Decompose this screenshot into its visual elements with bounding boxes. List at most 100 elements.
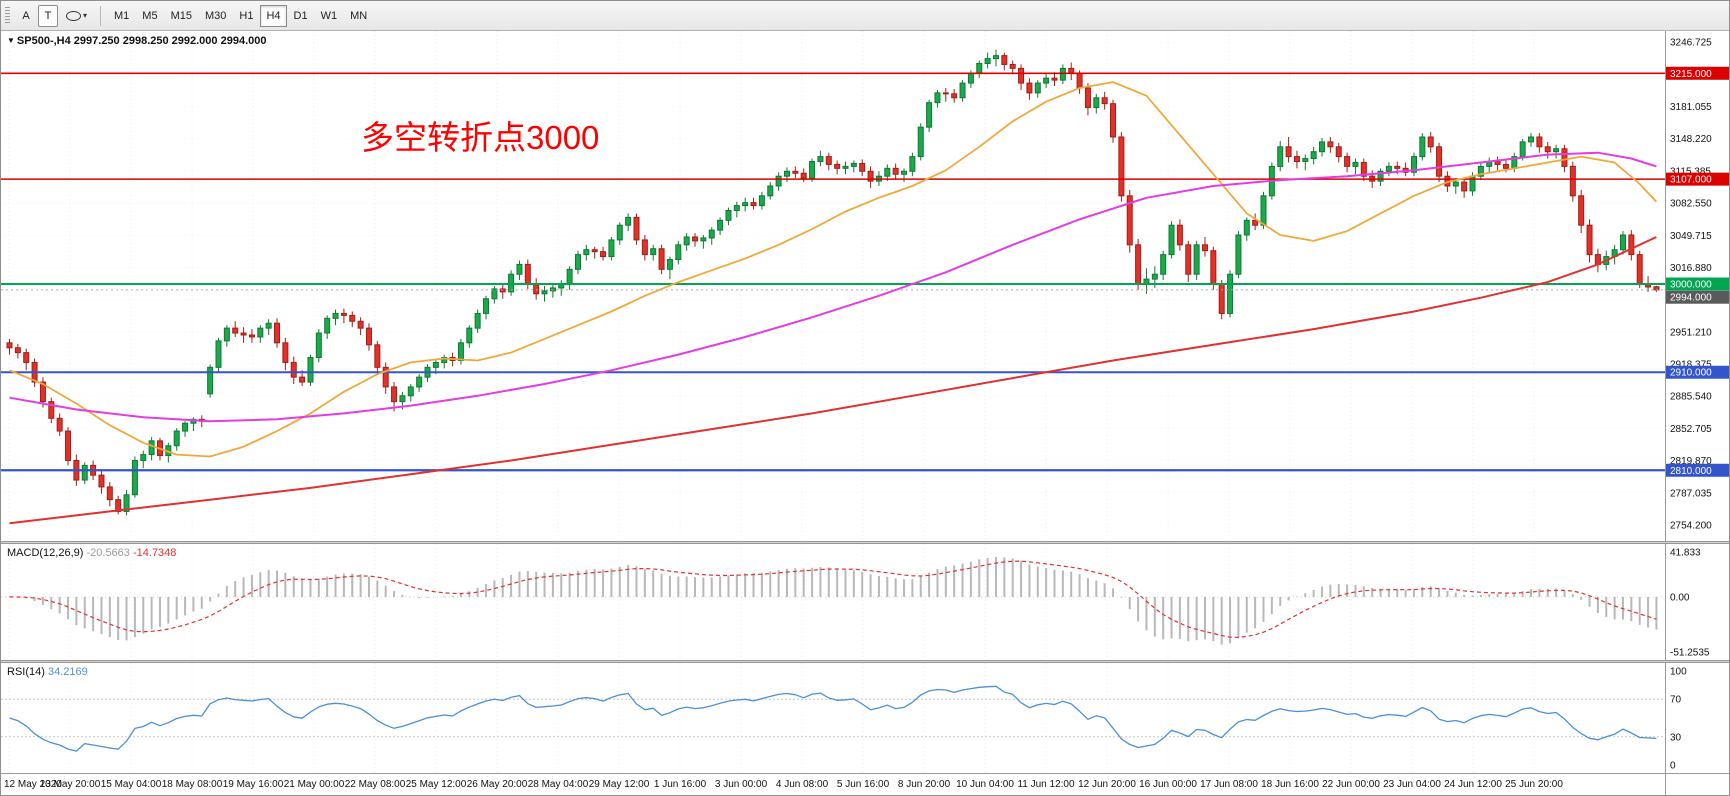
- macd-title: MACD(12,26,9): [7, 547, 84, 559]
- time-axis-label: 26 May 20:00: [466, 779, 528, 790]
- time-axis-label: 22 Jun 00:00: [1322, 779, 1380, 790]
- chevron-down-icon: ▾: [83, 10, 88, 20]
- price-axis-label: 3115.385: [1670, 166, 1711, 177]
- timeframe-button-h4[interactable]: H4: [260, 4, 287, 27]
- timeframe-button-w1[interactable]: W1: [315, 5, 344, 27]
- macd-label: MACD(12,26,9) -20.5663 -14.7348: [7, 547, 176, 559]
- symbol-ohlc-text: SP500-,H4 2997.250 2998.250 2992.000 299…: [16, 35, 267, 47]
- time-axis-label: 18 May 08:00: [161, 779, 223, 790]
- price-chart-canvas[interactable]: 3246.7253213.8903181.0553148.2203115.385…: [1, 31, 1730, 541]
- chart-symbol-ohlc: ▼ SP500-,H4 2997.250 2998.250 2992.000 29…: [7, 35, 266, 47]
- time-axis-label: 3 Jun 00:00: [714, 779, 768, 790]
- time-axis[interactable]: 12 May 2020 13 May 20:00 15 May 04:00 18 Ma…: [1, 773, 1729, 795]
- time-axis-label: 5 Jun 16:00: [836, 779, 890, 790]
- macd-axis-label: 41.833: [1670, 548, 1701, 559]
- price-axis-label: 3082.550: [1670, 199, 1712, 210]
- time-axis-label: 1 Jun 16:00: [653, 779, 707, 790]
- timeframe-button-h1[interactable]: H1: [233, 5, 259, 27]
- macd-histogram: [16, 556, 1658, 645]
- macd-axis-label: 0.00: [1670, 592, 1690, 603]
- axis-separator: [1665, 774, 1666, 795]
- toolbar-separator: [100, 5, 102, 26]
- time-axis-label: 21 May 00:00: [283, 779, 345, 790]
- price-axis-label: 2885.540: [1670, 392, 1712, 403]
- time-axis-label: 18 Jun 16:00: [1261, 779, 1319, 790]
- toolbar: A T ▾ M1 M5 M15 M30 H1 H4 D1 W1 MN: [1, 1, 1729, 31]
- candles-layer: [6, 49, 1660, 516]
- price-axis-label: 2819.870: [1670, 456, 1712, 467]
- timeframe-button-mn[interactable]: MN: [344, 5, 373, 27]
- collapse-triangle-icon[interactable]: ▼: [7, 36, 15, 45]
- time-axis-label: 16 Jun 00:00: [1139, 779, 1197, 790]
- time-axis-label: 25 Jun 20:00: [1505, 779, 1563, 790]
- price-badge-label: 2910.000: [1670, 368, 1712, 379]
- price-badge: [1666, 172, 1729, 186]
- price-badge: [1666, 365, 1729, 379]
- timeframe-button-m15[interactable]: M15: [165, 5, 198, 27]
- rsi-title: RSI(14): [7, 666, 45, 678]
- price-badge-label: 2994.000: [1670, 293, 1712, 304]
- rsi-value: 34.2169: [47, 666, 88, 678]
- moving-average-MA-fast: [9, 81, 1658, 458]
- rsi-line: [9, 685, 1657, 752]
- macd-main-value: -20.5663: [86, 547, 130, 559]
- shapes-dropdown-button[interactable]: ▾: [60, 5, 93, 27]
- macd-axis-label: -51.2535: [1670, 648, 1710, 659]
- time-axis-label: 17 Jun 08:00: [1200, 779, 1258, 790]
- text-label-button[interactable]: A: [16, 5, 36, 27]
- price-axis-label: 2852.705: [1670, 424, 1712, 435]
- time-axis-label: 22 May 08:00: [344, 779, 406, 790]
- price-badge: [1666, 463, 1729, 477]
- rsi-panel[interactable]: 100 70 30 0 RSI(14) 34.2169: [1, 663, 1730, 773]
- panel-splitter[interactable]: [1, 660, 1729, 663]
- text-box-button[interactable]: T: [38, 4, 58, 27]
- time-axis-label: 19 May 16:00: [222, 779, 284, 790]
- price-badge: [1666, 66, 1729, 80]
- macd-panel[interactable]: 41.833 0.00 -51.2535 MACD(12,26,9) -20.566…: [1, 544, 1730, 660]
- price-badge-label: 3215.000: [1670, 69, 1712, 80]
- timeframe-button-m1[interactable]: M1: [108, 5, 135, 27]
- rsi-canvas[interactable]: 100 70 30 0: [1, 663, 1730, 773]
- timeframe-button-d1[interactable]: D1: [288, 5, 314, 27]
- panel-splitter[interactable]: [1, 541, 1729, 544]
- ellipse-icon: [66, 10, 81, 21]
- price-badge-label: 3107.000: [1670, 175, 1712, 186]
- time-axis-label: 13 May 20:00: [39, 779, 101, 790]
- rsi-axis-label: 70: [1670, 695, 1682, 706]
- toolbar-grip[interactable]: [5, 6, 10, 25]
- moving-average-MA-slow: [9, 236, 1657, 525]
- time-axis-label: 24 Jun 12:00: [1444, 779, 1502, 790]
- timeframe-button-m30[interactable]: M30: [199, 5, 232, 27]
- rsi-label: RSI(14) 34.2169: [7, 666, 88, 678]
- chart-annotation-text[interactable]: 多空转折点3000: [361, 119, 600, 156]
- price-axis-label: 2951.210: [1670, 327, 1712, 338]
- price-axis-label: 3181.055: [1670, 102, 1712, 113]
- price-badge: [1666, 290, 1729, 304]
- time-axis-label: 12 Jun 20:00: [1078, 779, 1136, 790]
- time-axis-label: 4 Jun 08:00: [775, 779, 829, 790]
- timeframe-group: M1 M5 M15 M30 H1 H4 D1 W1 MN: [108, 4, 373, 27]
- time-axis-label: 10 Jun 04:00: [956, 779, 1014, 790]
- timeframe-button-m5[interactable]: M5: [136, 5, 163, 27]
- rsi-axis-label: 0: [1670, 761, 1676, 772]
- time-axis-label: 25 May 12:00: [405, 779, 467, 790]
- time-axis-label: 28 May 04:00: [527, 779, 589, 790]
- time-axis-label: 29 May 12:00: [588, 779, 650, 790]
- time-axis-label: 15 May 04:00: [100, 779, 162, 790]
- time-axis-label: 12 May 2020: [4, 779, 62, 790]
- time-axis-label: 8 Jun 20:00: [897, 779, 951, 790]
- macd-signal-value: -14.7348: [132, 547, 177, 559]
- macd-signal-line: [9, 560, 1657, 639]
- macd-canvas[interactable]: 41.833 0.00 -51.2535: [1, 544, 1730, 660]
- price-axis-label: 2787.035: [1670, 488, 1712, 499]
- price-axis-label: 3246.725: [1670, 38, 1712, 49]
- price-axis-label: 3016.880: [1670, 263, 1712, 274]
- rsi-axis-label: 30: [1670, 732, 1682, 743]
- rsi-axis-label: 100: [1670, 667, 1687, 678]
- price-axis-label: 3049.715: [1670, 231, 1712, 242]
- price-badge: [1666, 277, 1729, 291]
- time-axis-label: 11 Jun 12:00: [1017, 779, 1075, 790]
- main-chart-panel[interactable]: 3246.7253213.8903181.0553148.2203115.385…: [1, 31, 1730, 541]
- price-axis-label: 2754.200: [1670, 520, 1712, 531]
